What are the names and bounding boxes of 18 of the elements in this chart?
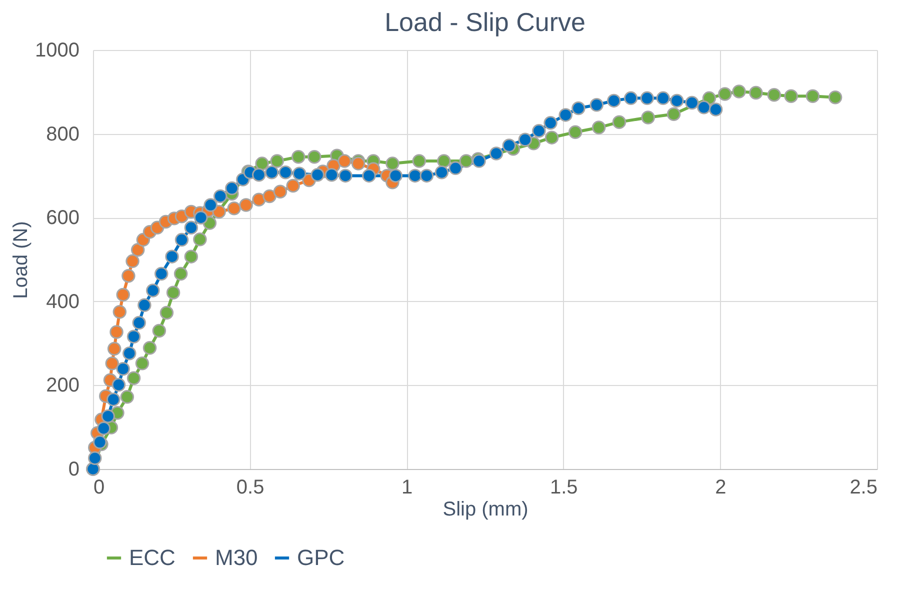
legend-label: M30: [215, 545, 258, 570]
x-tick-label: 2: [715, 476, 726, 498]
x-tick-label: 0.5: [236, 476, 264, 498]
chart-title: Load - Slip Curve: [384, 7, 586, 37]
y-axis-title: Load (N): [10, 221, 32, 299]
y-tick-label: 1000: [35, 40, 80, 62]
y-tick-label: 0: [68, 458, 80, 480]
x-axis-title: Slip (mm): [442, 498, 528, 520]
y-tick-label: 200: [46, 374, 80, 397]
legend-label: ECC: [129, 545, 176, 570]
x-tick-label: 0: [94, 476, 105, 498]
x-tick-label: 1: [402, 476, 413, 498]
y-tick-label: 400: [46, 290, 80, 313]
y-tick-label: 800: [46, 123, 80, 146]
x-tick-label: 1.5: [550, 476, 578, 498]
legend-label: GPC: [297, 545, 345, 570]
x-tick-label: 2.5: [850, 476, 878, 498]
y-tick-label: 600: [46, 207, 80, 230]
